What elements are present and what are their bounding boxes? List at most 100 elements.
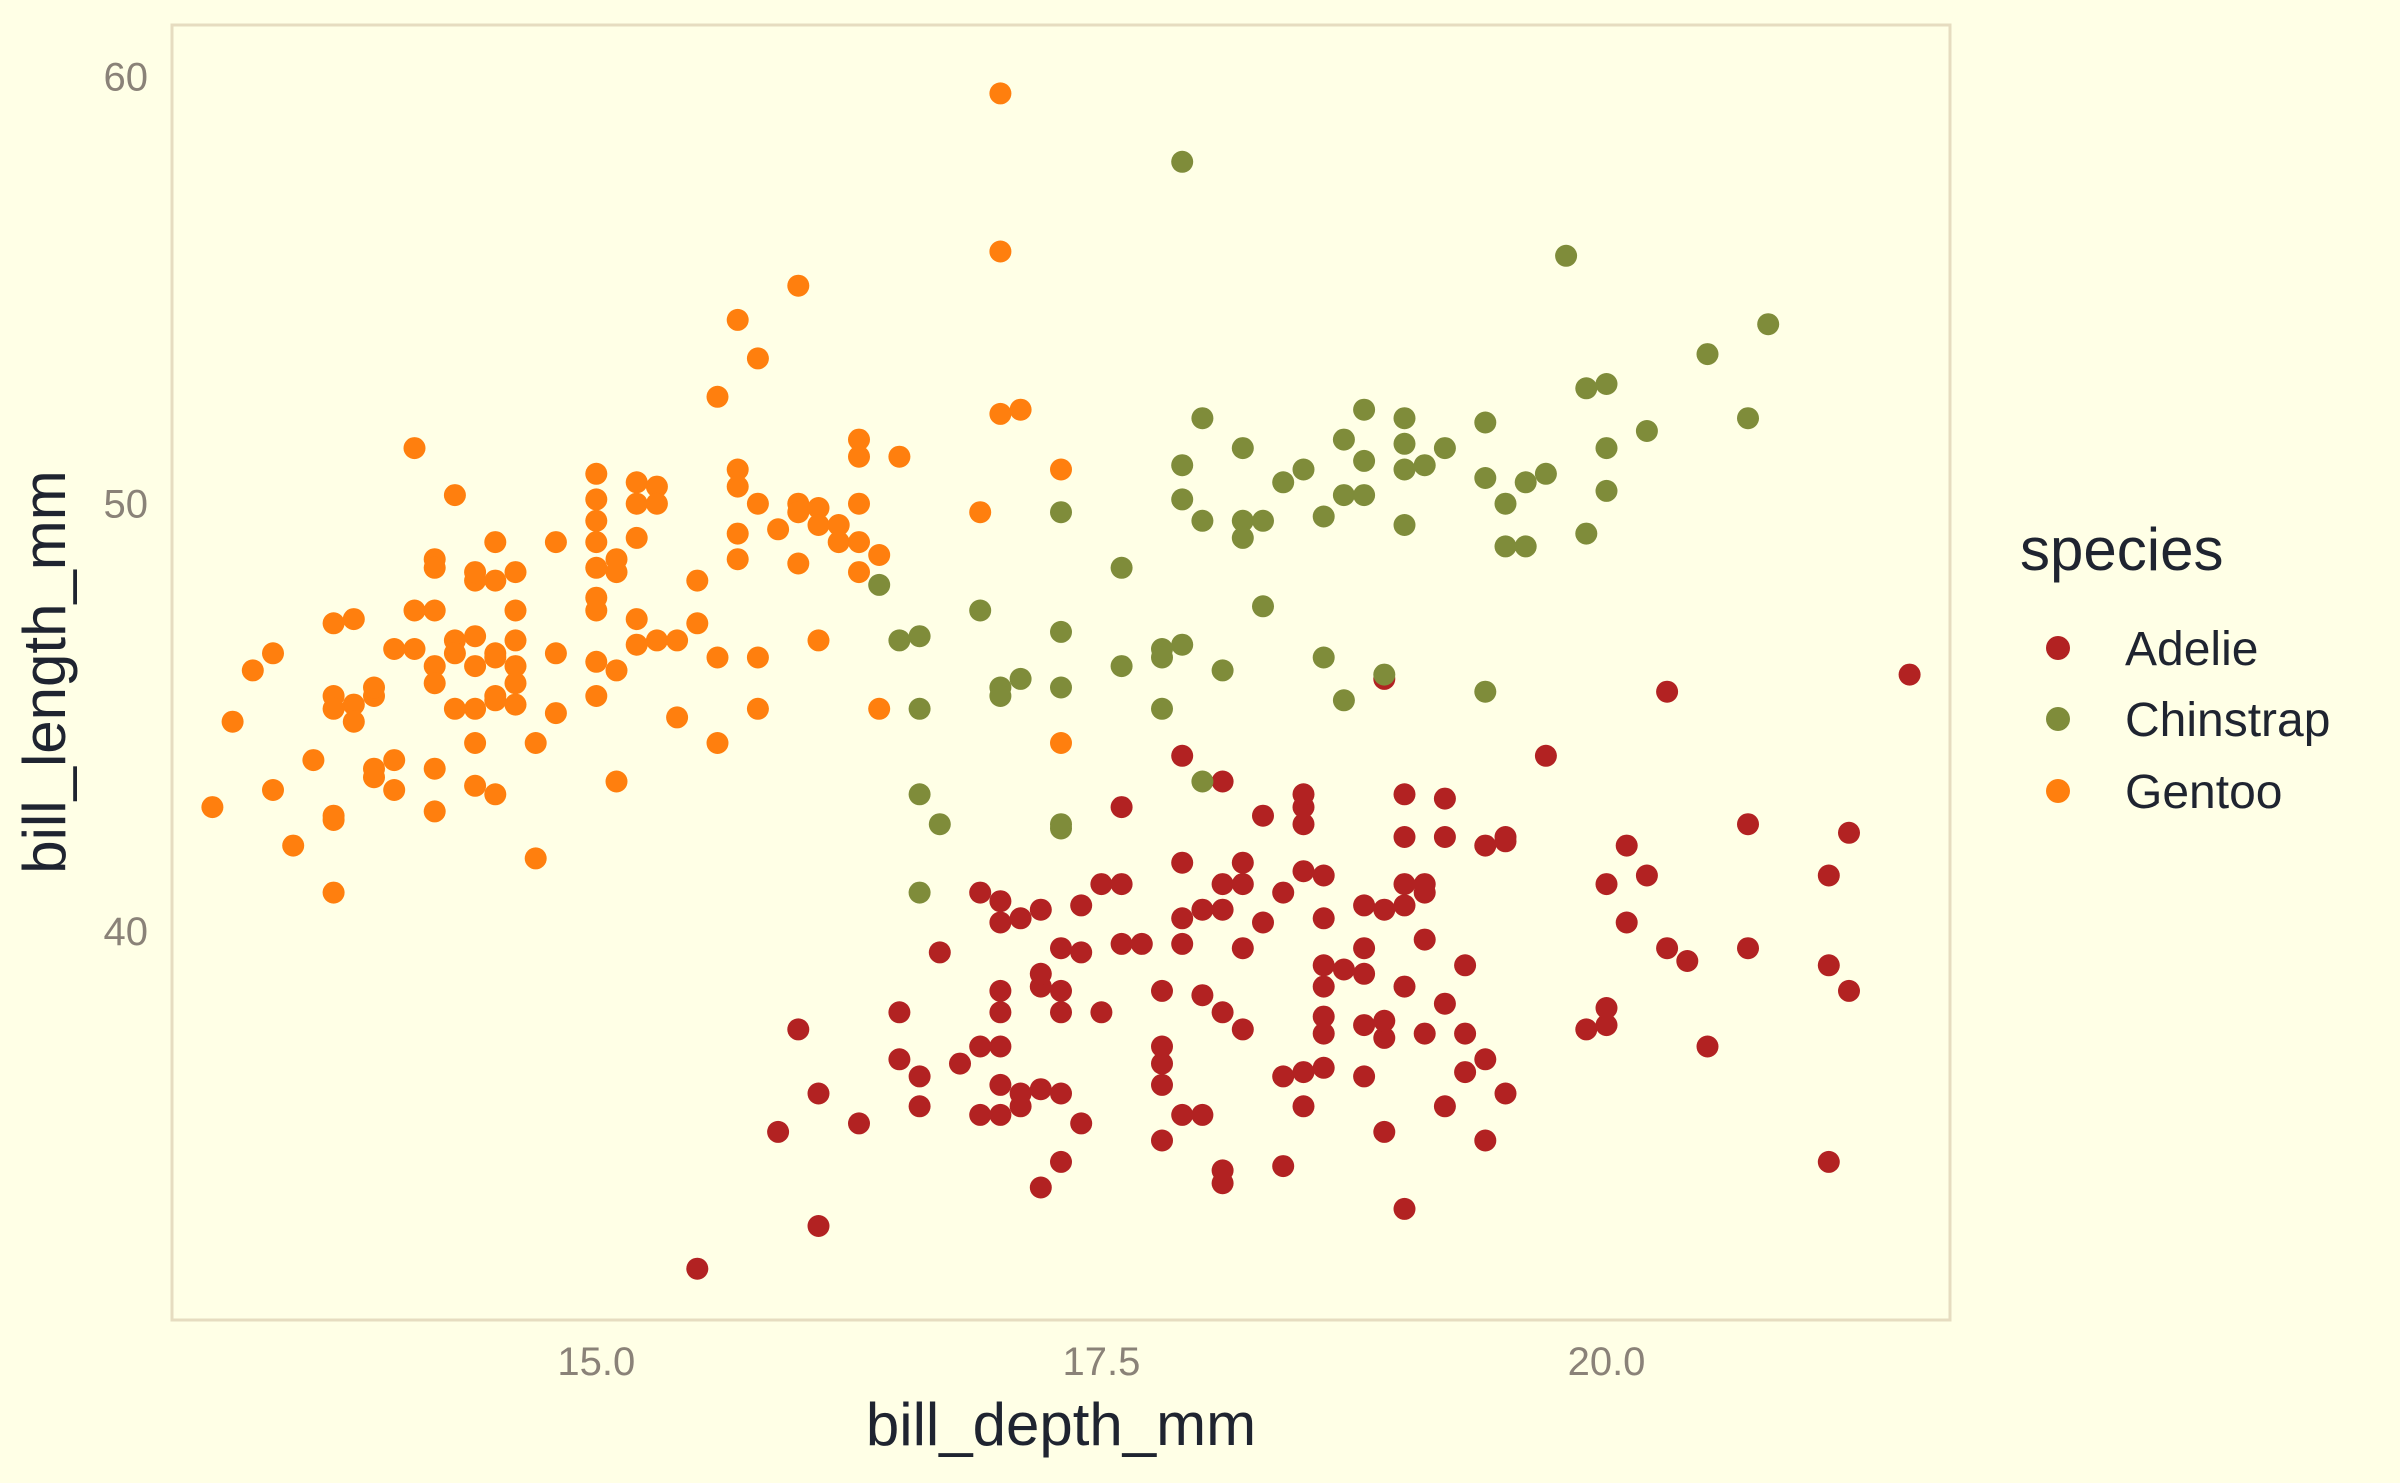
data-point-adelie (1575, 1018, 1598, 1041)
data-point-gentoo (322, 697, 345, 720)
data-point-adelie (888, 1048, 911, 1071)
data-point-gentoo (666, 706, 689, 729)
data-point-gentoo (464, 625, 487, 648)
data-point-adelie (1312, 907, 1335, 930)
data-point-gentoo (504, 693, 527, 716)
data-point-gentoo (544, 702, 567, 725)
data-point-gentoo (342, 608, 365, 631)
data-point-chinstrap (1171, 454, 1194, 477)
data-point-adelie (1656, 937, 1679, 960)
data-point-gentoo (746, 646, 769, 669)
data-point-adelie (969, 881, 992, 904)
data-point-adelie (1272, 1155, 1295, 1178)
data-point-chinstrap (1312, 646, 1335, 669)
data-point-gentoo (969, 501, 992, 524)
data-point-adelie (1433, 826, 1456, 848)
data-point-adelie (1009, 1082, 1032, 1105)
data-point-adelie (1292, 783, 1315, 806)
data-point-adelie (1353, 962, 1376, 985)
x-tick-label: 15.0 (557, 1340, 635, 1384)
data-point-adelie (1151, 1073, 1173, 1096)
data-point-adelie (1312, 954, 1335, 977)
data-point-adelie (1393, 975, 1416, 998)
data-point-adelie (1595, 997, 1618, 1019)
data-point-chinstrap (1171, 488, 1194, 511)
data-point-chinstrap (868, 573, 891, 596)
data-point-gentoo (787, 501, 810, 524)
data-point-gentoo (585, 462, 608, 485)
x-tick-label: 17.5 (1062, 1340, 1140, 1384)
data-point-chinstrap (1050, 813, 1072, 836)
data-point-chinstrap (1252, 509, 1274, 532)
data-point-chinstrap (1110, 556, 1133, 579)
data-point-gentoo (706, 732, 729, 754)
data-point-adelie (989, 890, 1012, 913)
y-tick-label: 50 (104, 483, 149, 527)
data-point-adelie (1817, 954, 1840, 977)
legend: species Adelie Chinstrap Gentoo (2020, 516, 2330, 819)
data-point-adelie (1838, 821, 1860, 844)
data-point-gentoo (827, 514, 850, 536)
data-point-adelie (1151, 1129, 1173, 1152)
data-point-gentoo (706, 385, 729, 408)
data-point-adelie (1252, 804, 1274, 827)
data-point-adelie (1393, 873, 1416, 896)
data-point-gentoo (989, 402, 1012, 425)
data-point-chinstrap (1151, 646, 1173, 669)
data-point-chinstrap (1474, 467, 1497, 489)
data-point-adelie (1050, 1001, 1072, 1024)
data-point-adelie (1373, 1120, 1396, 1143)
data-point-gentoo (423, 672, 446, 695)
data-point-gentoo (363, 676, 385, 699)
data-point-gentoo (726, 548, 749, 571)
data-point-adelie (1029, 1078, 1052, 1101)
data-point-chinstrap (1474, 411, 1497, 434)
series-chinstrap (868, 150, 1780, 904)
data-point-adelie (848, 1112, 870, 1135)
data-point-adelie (989, 1073, 1012, 1096)
data-point-gentoo (1050, 732, 1072, 754)
legend-item-gentoo: Gentoo (2046, 766, 2282, 819)
data-point-chinstrap (1171, 633, 1194, 656)
data-point-adelie (1070, 894, 1093, 917)
data-point-adelie (1070, 941, 1093, 964)
data-point-adelie (1454, 1061, 1477, 1084)
data-point-adelie (1171, 932, 1194, 955)
data-point-gentoo (262, 779, 284, 801)
data-point-chinstrap (1595, 437, 1618, 460)
data-point-adelie (1151, 1052, 1173, 1075)
data-point-adelie (989, 1103, 1012, 1126)
x-axis-title: bill_depth_mm (866, 1391, 1256, 1458)
data-point-adelie (888, 1001, 911, 1024)
data-point-gentoo (443, 697, 466, 720)
data-point-gentoo (282, 834, 305, 857)
data-point-chinstrap (1211, 659, 1234, 682)
data-point-gentoo (484, 569, 507, 592)
data-point-gentoo (585, 509, 608, 532)
data-point-chinstrap (1696, 343, 1719, 366)
data-point-adelie (949, 1052, 971, 1075)
data-point-chinstrap (989, 685, 1012, 707)
data-point-adelie (1595, 873, 1618, 896)
data-point-gentoo (585, 650, 608, 673)
data-point-gentoo (585, 556, 608, 579)
data-point-adelie (1393, 894, 1416, 917)
data-point-adelie (1353, 894, 1376, 917)
data-point-gentoo (484, 531, 507, 554)
data-point-gentoo (504, 629, 527, 652)
data-point-adelie (1171, 851, 1194, 874)
data-point-gentoo (342, 710, 365, 733)
y-axis-title: bill_length_mm (11, 470, 78, 874)
data-point-chinstrap (1191, 509, 1214, 532)
data-point-adelie (1110, 796, 1133, 819)
data-point-chinstrap (908, 625, 931, 648)
data-point-gentoo (625, 492, 648, 515)
data-point-adelie (1191, 898, 1214, 921)
data-point-gentoo (464, 561, 487, 584)
data-point-gentoo (383, 749, 406, 772)
data-point-adelie (989, 1001, 1012, 1024)
data-point-gentoo (645, 492, 668, 515)
legend-label-gentoo: Gentoo (2125, 766, 2282, 819)
data-point-adelie (807, 1215, 830, 1237)
data-point-adelie (1393, 1197, 1416, 1220)
